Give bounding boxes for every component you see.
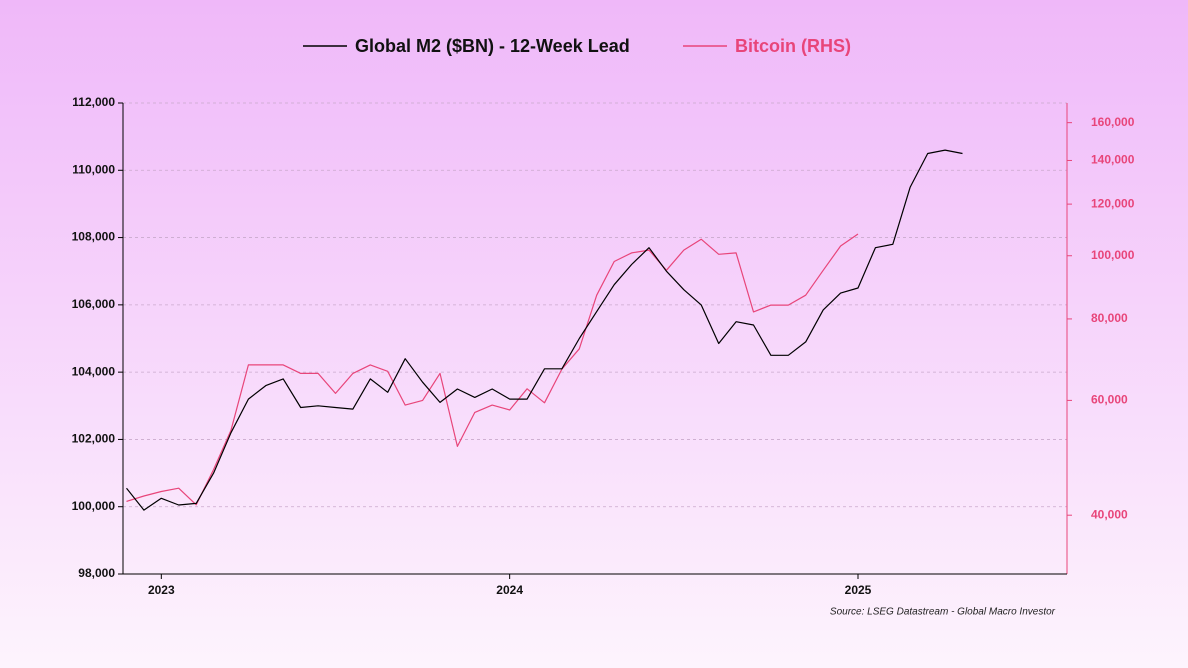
series-line [126, 233, 859, 506]
y-tick-label: 106,000 [72, 297, 116, 311]
x-tick-label: 2025 [845, 583, 872, 597]
x-tick-label: 2024 [496, 583, 523, 597]
y-tick-label: 110,000 [72, 162, 115, 176]
y2-tick-label: 100,000 [1091, 248, 1135, 262]
y2-tick-label: 120,000 [1091, 196, 1135, 210]
y2-tick-label: 80,000 [1091, 311, 1128, 325]
y-tick-label: 108,000 [72, 230, 116, 244]
x-tick-label: 2023 [148, 583, 175, 597]
y2-tick-label: 60,000 [1091, 393, 1128, 407]
legend-label: Bitcoin (RHS) [735, 36, 851, 56]
y-tick-label: 112,000 [72, 95, 115, 109]
series-line [126, 149, 963, 511]
source-note: Source: LSEG Datastream - Global Macro I… [830, 607, 1056, 618]
y-tick-label: 104,000 [72, 364, 116, 378]
y2-tick-label: 160,000 [1091, 115, 1135, 129]
legend-label: Global M2 ($BN) - 12-Week Lead [355, 36, 630, 56]
y-tick-label: 102,000 [72, 432, 116, 446]
y2-tick-label: 140,000 [1091, 153, 1135, 167]
y-tick-label: 98,000 [78, 566, 115, 580]
y2-tick-label: 40,000 [1091, 507, 1128, 521]
y-tick-label: 100,000 [72, 499, 116, 513]
